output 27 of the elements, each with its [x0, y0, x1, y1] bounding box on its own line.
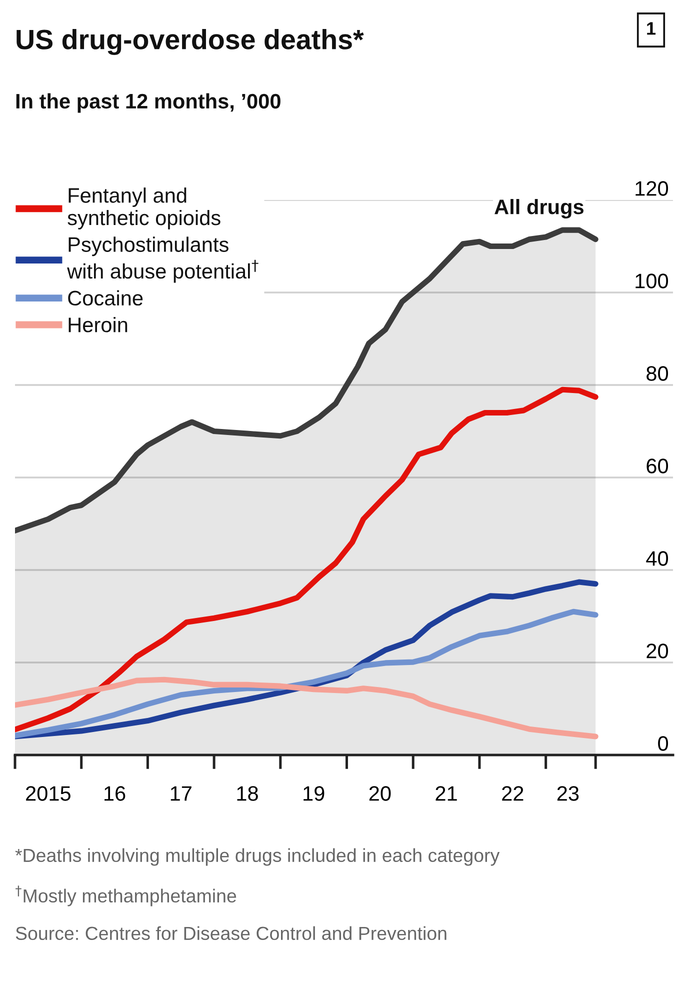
x-tick-label: 16: [104, 786, 126, 801]
series-label: All drugs: [494, 198, 584, 218]
legend-label: Heroin: [68, 316, 128, 332]
y-tick-label: 20: [646, 644, 668, 658]
y-tick-label: 120: [636, 181, 668, 196]
legend-label: Psychostimulants with abuse potential$^{†}$: [67, 236, 258, 283]
y-tick-label: 40: [646, 551, 668, 566]
y-tick-label: 100: [636, 274, 668, 288]
x-tick-label: 21: [436, 786, 457, 801]
y-tick-label: 60: [646, 458, 668, 474]
x-tick-label: 2015: [26, 786, 70, 801]
x-tick-label: 19: [304, 786, 324, 801]
x-tick-label: 20: [369, 786, 391, 801]
legend-label: Fentanyl and synthetic opioids: [68, 188, 220, 230]
text: 1: [647, 22, 656, 35]
y-tick-label: 80: [646, 366, 668, 381]
text: $^{†}$Mostly methamphetamine: [16, 886, 236, 906]
y-tick-label: 0: [658, 736, 668, 751]
chart-title: US drug-overdose deaths*: [16, 28, 364, 56]
legend-label: Cocaine: [68, 290, 143, 306]
chart-subtitle: In the past 12 months, ’000: [16, 93, 280, 113]
x-tick-label: 23: [557, 786, 579, 801]
text: *Deaths involving multiple drugs included in each category: [15, 848, 500, 866]
source-note: Source: Centres for Disease Control and Prevention: [16, 926, 446, 940]
x-tick-label: 22: [502, 786, 524, 801]
x-tick-label: 17: [170, 786, 192, 801]
x-tick-label: 18: [237, 786, 258, 801]
